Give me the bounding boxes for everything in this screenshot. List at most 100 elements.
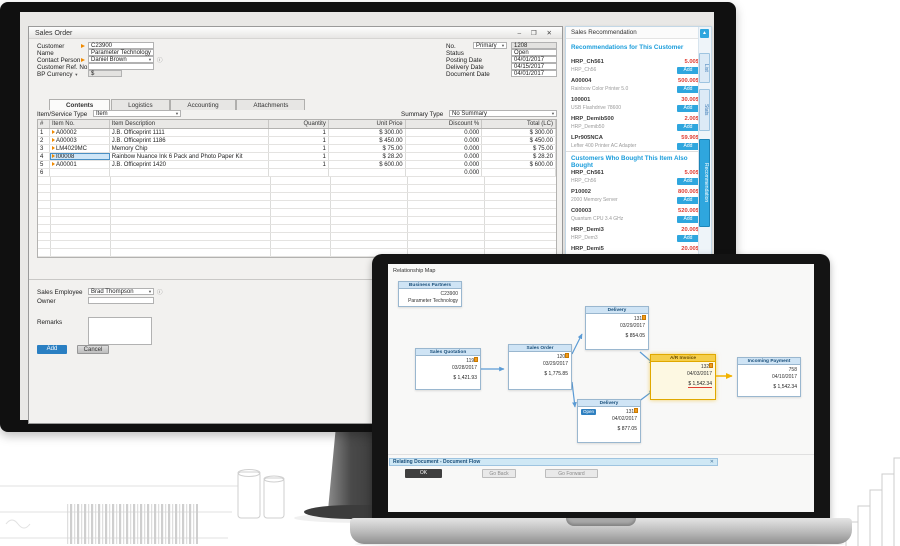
link-arrow-icon[interactable]: [51, 138, 55, 142]
cell-price[interactable]: $ 600.00: [329, 161, 406, 168]
cell-num: 2: [38, 137, 50, 144]
link-arrow-icon[interactable]: [51, 130, 55, 134]
cell-discount[interactable]: 0.000: [406, 169, 483, 176]
document-flow-bar[interactable]: ✕ Relating Document - Document Flow: [389, 458, 718, 466]
link-arrow-icon[interactable]: [81, 58, 85, 62]
link-arrow-icon[interactable]: [51, 162, 55, 166]
add-recommendation-button[interactable]: Add: [677, 178, 699, 185]
link-arrow-icon[interactable]: [51, 146, 55, 150]
table-empty-row: [38, 241, 556, 249]
cell-item-no[interactable]: [50, 169, 110, 176]
scroll-up-icon[interactable]: ▲: [700, 29, 709, 38]
bp-currency-dropdown[interactable]: BP Currency ▼: [37, 71, 79, 78]
no-type-dropdown[interactable]: Primary ▼: [473, 42, 507, 49]
owner-field[interactable]: [88, 297, 154, 304]
add-button[interactable]: Add: [37, 345, 67, 354]
cell-total[interactable]: [482, 169, 556, 176]
business-partner-node[interactable]: Business Partners C23900 Parameter Techn…: [398, 281, 462, 307]
map-node-sales-order[interactable]: Sales Order 1207 03/29/2017 $ 1,775.85: [508, 344, 572, 390]
cell-price[interactable]: $ 450.00: [329, 137, 406, 144]
map-node-ar-invoice[interactable]: A/R Invoice 1324 04/03/2017 $ 1,542.34: [650, 354, 716, 400]
close-icon[interactable]: ✕: [709, 459, 714, 465]
delivery-date-field[interactable]: 04/15/2017: [511, 63, 557, 70]
info-icon[interactable]: ⓘ: [157, 58, 163, 64]
add-recommendation-button[interactable]: Add: [677, 67, 699, 74]
cell-qty[interactable]: 1: [269, 161, 329, 168]
cell-qty[interactable]: 1: [269, 153, 329, 160]
minimize-icon[interactable]: –: [517, 30, 524, 37]
cell-discount[interactable]: 0.000: [406, 161, 483, 168]
cell-desc[interactable]: J.B. Officeprint 1111: [110, 129, 270, 136]
remarks-textarea[interactable]: [88, 317, 152, 345]
document-date-field[interactable]: 04/01/2017: [511, 70, 557, 77]
go-forward-button[interactable]: Go Forward: [545, 469, 598, 478]
info-icon[interactable]: ⓘ: [157, 290, 163, 296]
document-tabs: Contents Logistics Accounting Attachment…: [49, 99, 306, 110]
table-empty-row: [38, 185, 556, 193]
cell-discount[interactable]: 0.000: [406, 129, 483, 136]
add-recommendation-button[interactable]: Add: [677, 86, 699, 93]
cell-total[interactable]: $ 75.00: [482, 145, 556, 152]
cell-total[interactable]: $ 300.00: [482, 129, 556, 136]
cell-item-no[interactable]: A00003: [50, 137, 110, 144]
cell-item-no[interactable]: LM4029MC: [50, 145, 110, 152]
tab-attachments[interactable]: Attachments: [236, 99, 306, 110]
tab-accounting[interactable]: Accounting: [170, 99, 236, 110]
add-recommendation-button[interactable]: Add: [677, 235, 699, 242]
cell-item-no[interactable]: A00001: [50, 161, 110, 168]
ok-button[interactable]: OK: [405, 469, 442, 478]
summary-type-dropdown[interactable]: No Summary ▼: [449, 110, 557, 117]
cell-qty[interactable]: 1: [269, 137, 329, 144]
map-node-sales-quotation[interactable]: Sales Quotation 1197 03/28/2017 $ 1,421.…: [415, 348, 481, 390]
tab-logistics[interactable]: Logistics: [111, 99, 170, 110]
cell-price[interactable]: [329, 169, 406, 176]
cell-total[interactable]: $ 28.20: [482, 153, 556, 160]
add-recommendation-button[interactable]: Add: [677, 105, 699, 112]
cell-desc[interactable]: J.B. Officeprint 1420: [110, 161, 270, 168]
tab-contents[interactable]: Contents: [49, 99, 111, 110]
posting-date-field[interactable]: 04/01/2017: [511, 56, 557, 63]
sales-recommendation-panel: Sales Recommendation Recommendations for…: [565, 26, 712, 263]
cell-desc[interactable]: [110, 169, 270, 176]
name-field[interactable]: Parameter Technology: [88, 49, 154, 56]
add-recommendation-button[interactable]: Add: [677, 143, 699, 150]
cell-price[interactable]: $ 28.20: [329, 153, 406, 160]
cell-discount[interactable]: 0.000: [406, 153, 483, 160]
cell-discount[interactable]: 0.000: [406, 145, 483, 152]
restore-icon[interactable]: ❐: [530, 30, 539, 37]
cell-price[interactable]: $ 300.00: [329, 129, 406, 136]
side-tab-recommendation[interactable]: Recommendation: [699, 139, 710, 227]
cell-total[interactable]: $ 450.00: [482, 137, 556, 144]
contact-person-dropdown[interactable]: Daniel Brown ▼: [88, 56, 154, 63]
customer-ref-field[interactable]: [88, 63, 154, 70]
cell-total[interactable]: $ 600.00: [482, 161, 556, 168]
panel-side-strip: ▲ List Stats Recommendation: [698, 27, 711, 262]
map-node-incoming-payment[interactable]: Incoming Payment 758 04/10/2017 $ 1,542.…: [737, 357, 801, 397]
cancel-button[interactable]: Cancel: [77, 345, 109, 354]
node-amount: $ 854.05: [625, 333, 645, 339]
side-tab-stats[interactable]: Stats: [699, 89, 710, 131]
cell-desc[interactable]: Rainbow Nuance Ink 6 Pack and Photo Pape…: [110, 153, 270, 160]
add-recommendation-button[interactable]: Add: [677, 216, 699, 223]
map-node-delivery-2[interactable]: Delivery Open 1318 04/02/2017 $ 877.05: [577, 399, 641, 443]
cell-qty[interactable]: 1: [269, 145, 329, 152]
go-back-button[interactable]: Go Back: [482, 469, 516, 478]
cell-qty[interactable]: [269, 169, 329, 176]
cell-price[interactable]: $ 75.00: [329, 145, 406, 152]
cell-discount[interactable]: 0.000: [406, 137, 483, 144]
cell-desc[interactable]: Memory Chip: [110, 145, 270, 152]
side-tab-list[interactable]: List: [699, 53, 710, 83]
cell-item-no-selected[interactable]: I00008: [49, 153, 110, 160]
cell-desc[interactable]: J.B. Officeprint 1186: [110, 137, 270, 144]
link-arrow-icon[interactable]: [81, 44, 85, 48]
cell-item-no[interactable]: A00002: [50, 129, 110, 136]
cell-qty[interactable]: 1: [269, 129, 329, 136]
add-recommendation-button[interactable]: Add: [677, 197, 699, 204]
item-service-type-dropdown[interactable]: Item ▼: [93, 110, 181, 117]
link-arrow-icon[interactable]: [51, 154, 55, 158]
close-icon[interactable]: ✕: [546, 30, 554, 37]
add-recommendation-button[interactable]: Add: [677, 124, 699, 131]
map-node-delivery-1[interactable]: Delivery 1317 03/29/2017 $ 854.05: [585, 306, 649, 350]
customer-field[interactable]: C23900: [88, 42, 154, 49]
sales-employee-dropdown[interactable]: Brad Thompson ▼: [88, 288, 154, 295]
